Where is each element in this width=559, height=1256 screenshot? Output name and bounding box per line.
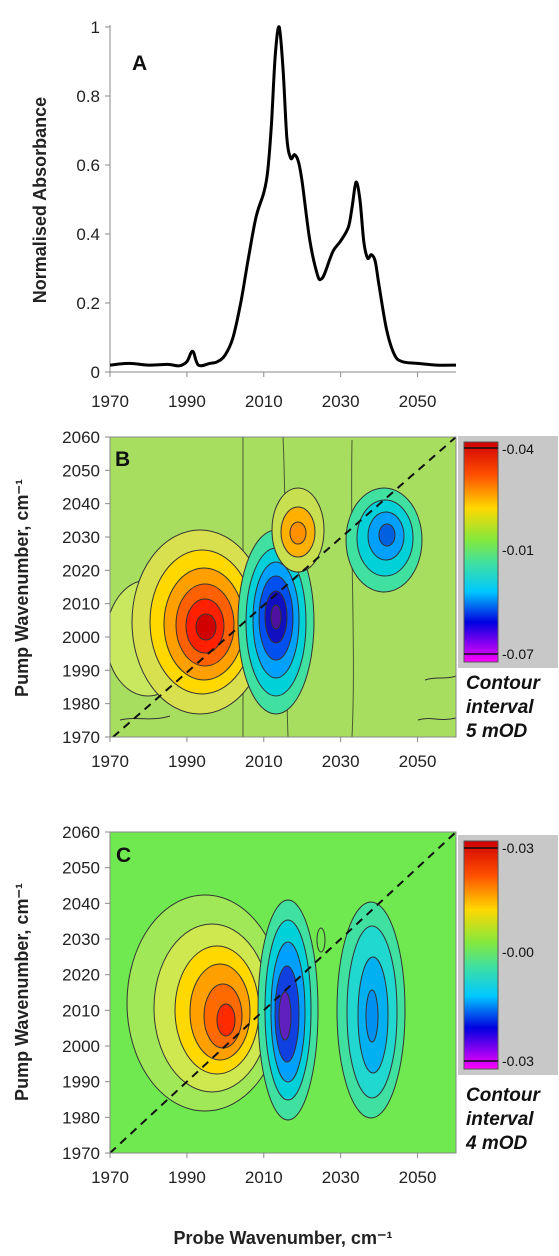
panel-c-diagonal [109,831,457,1154]
contour-level [270,604,282,630]
panel-b-ylabel: Pump Wavenumber, cm⁻¹ [12,479,32,697]
contour-level [195,613,217,641]
panel-b-xtick-label: 1970 [91,752,129,771]
panel-a-ylabel: Normalised Absorbance [30,97,50,303]
panel-c-axes: 1970 1980 1990 2000 2010 2020 2030 2040 2050 2060… [62,823,436,1187]
panel-a-ytick-label: 0.2 [76,294,100,313]
panel-b-diagonal [112,436,457,738]
panel-c-ytick-label: 2000 [62,1037,100,1056]
panel-a-xtick-label: 1970 [91,392,129,411]
contour-level [365,989,379,1043]
panel-b-ytick-label: 2050 [62,461,100,480]
panel-a-xtick-label: 2030 [322,392,360,411]
panel-b-frame [109,436,457,738]
panel-b-colorbar-bottom: -0.07 [502,646,534,662]
panel-b-colorbar-top: -0.04 [502,441,534,457]
panel-c-ytick-label: 2030 [62,930,100,949]
panel-c-xtick-label: 1990 [168,1168,206,1187]
panel-b-note-line3: 5 mOD [466,721,528,742]
panel-a-ytick-label: 0 [91,363,100,382]
panel-c-ytick-label: 2050 [62,859,100,878]
panel-c-ytick-label: 1970 [62,1144,100,1163]
panel-c-frame [109,831,457,1154]
panel-a-ytick-label: 0.4 [76,225,100,244]
panel-a-ytick-label: 0.6 [76,156,100,175]
panel-c-ytick-label: 1990 [62,1073,100,1092]
panel-b-ytick-label: 2000 [62,628,100,647]
panel-b-colorbar-mid: -0.01 [502,542,534,558]
panel-b-ytick-label: 2030 [62,528,100,547]
contour-noise [119,715,171,721]
panel-c-xtick-label: 2030 [322,1168,360,1187]
panel-c-note-line1: Contour [466,1085,541,1106]
contour-line [351,439,354,737]
panel-a-xtick-label: 2050 [399,392,437,411]
panel-c-xtick-label: 2050 [399,1168,437,1187]
panel-c-xtick-label: 1970 [91,1168,129,1187]
panel-c-colorbar-mid: -0.00 [502,944,534,960]
panel-a-axes: 0 0.2 0.4 0.6 0.8 1 1970 1990 2010 2030 2050 [76,18,456,411]
contour-noise [417,717,456,721]
panel-c-ytick-label: 2020 [62,966,100,985]
panel-c-colorbar-bottom: -0.03 [502,1053,534,1069]
panel-b-ytick-label: 2040 [62,495,100,514]
panel-c-ytick-label: 2010 [62,1001,100,1020]
probe-xlabel: Probe Wavenumber, cm⁻¹ [174,1228,393,1248]
panel-b-ytick-label: 1990 [62,661,100,680]
panel-c-contours [126,894,406,1121]
contour-noise [424,675,456,681]
panel-b-xtick-label: 1990 [168,752,206,771]
panel-b-contours [110,437,456,737]
panel-a-ytick-label: 0.8 [76,87,100,106]
contour-level [278,991,292,1041]
panel-c-note-line3: 4 mOD [465,1133,528,1154]
panel-b-ytick-label: 2020 [62,561,100,580]
absorbance-line [109,25,457,368]
panel-b-ytick-label: 1970 [62,728,100,747]
panel-b-ytick-label: 2010 [62,595,100,614]
panel-a-xtick-label: 2010 [245,392,283,411]
panel-b-colorbar [463,441,499,663]
panel-c-ytick-label: 1980 [62,1108,100,1127]
panel-c-xtick-label: 2010 [245,1168,283,1187]
panel-a-xtick-label: 1990 [168,392,206,411]
contour-small [316,927,326,953]
panel-b-note-line1: Contour [466,673,541,694]
panel-c-ylabel: Pump Wavenumber, cm⁻¹ [12,883,32,1101]
contour-level [216,1003,236,1037]
panel-b-ytick-label: 1980 [62,695,100,714]
panel-b-xtick-label: 2030 [322,752,360,771]
panel-c-ytick-label: 2060 [62,823,100,842]
panel-a-ytick-label: 1 [91,18,100,37]
panel-a: 0 0.2 0.4 0.6 0.8 1 1970 1990 2010 2030 2050 A Nor… [30,18,457,411]
contour-level [289,521,307,545]
panel-b: 1970 1980 1990 2000 2010 2020 2030 2040 2050 2060… [12,428,558,771]
panel-c: 1970 1980 1990 2000 2010 2020 2030 2040 2050 2060… [12,823,558,1248]
panel-c-label: C [116,844,131,867]
panel-b-note-line2: interval [466,697,534,718]
panel-c-colorbar-top: -0.03 [502,840,534,856]
panel-a-label: A [132,52,147,75]
panel-c-note-line2: interval [466,1109,534,1130]
panel-c-ytick-label: 2040 [62,894,100,913]
panel-b-xtick-label: 2050 [399,752,437,771]
contour-level [378,523,396,547]
panel-c-colorbar [463,840,499,1070]
panel-b-axes: 1970 1980 1990 2000 2010 2020 2030 2040 2050 2060… [62,428,436,771]
panel-b-ytick-label: 2060 [62,428,100,447]
panel-b-label: B [115,448,130,471]
panel-b-xtick-label: 2010 [245,752,283,771]
